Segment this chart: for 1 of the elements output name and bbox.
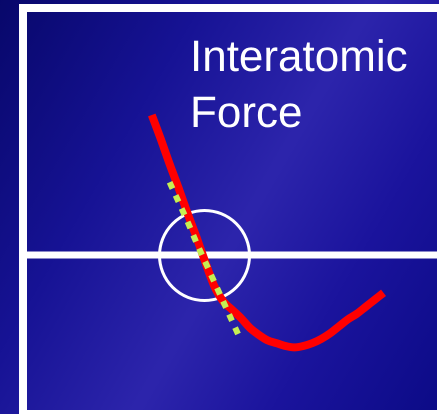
chart-title: Interatomic Force [190,31,409,139]
